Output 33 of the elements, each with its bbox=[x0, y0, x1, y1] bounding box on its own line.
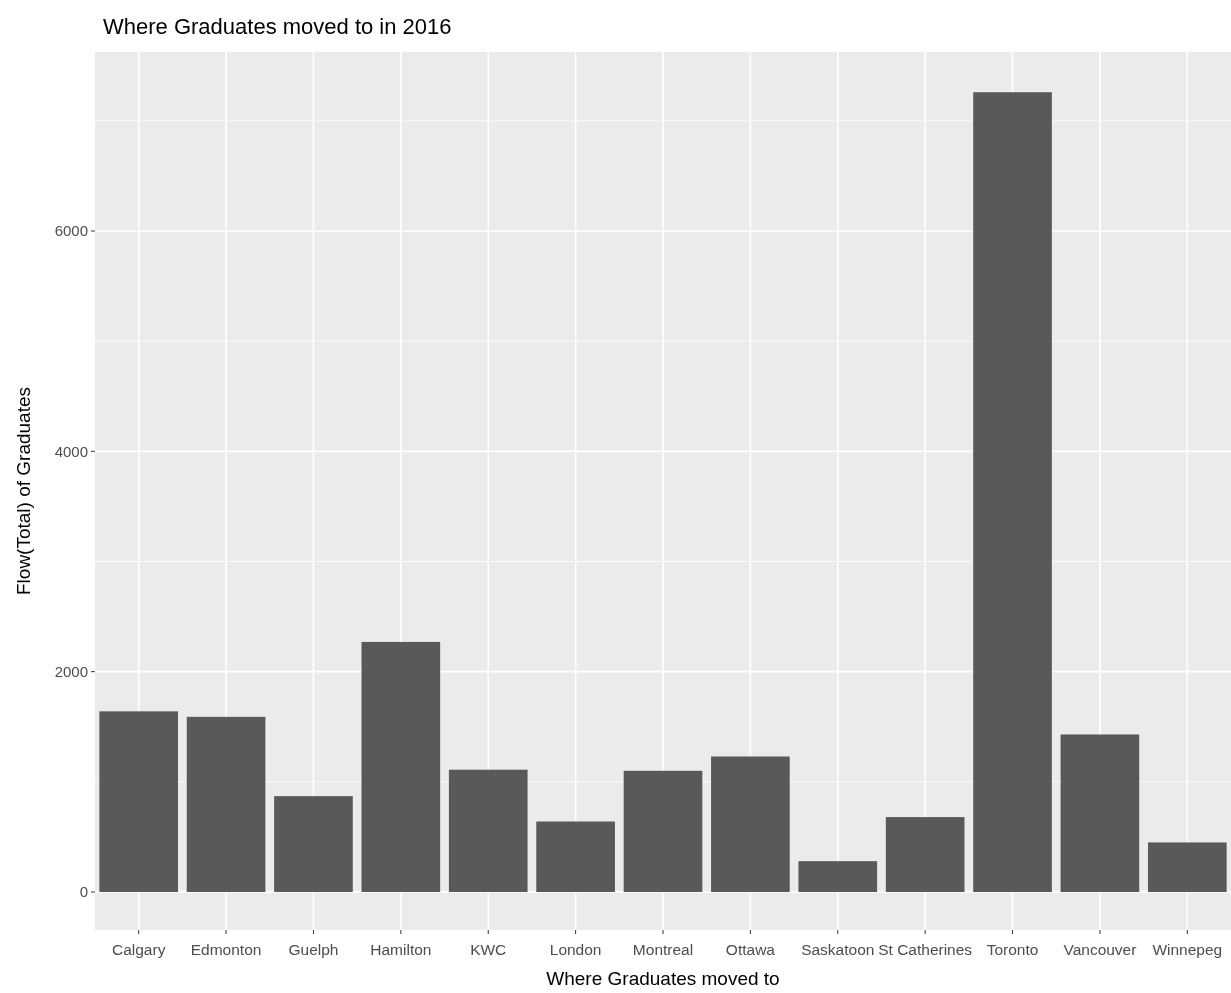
x-tick-label: Toronto bbox=[986, 941, 1039, 958]
x-tick-label: Vancouver bbox=[1063, 941, 1137, 958]
y-tick-label: 6000 bbox=[54, 222, 88, 240]
bar bbox=[798, 861, 878, 892]
bar bbox=[623, 770, 703, 892]
bar bbox=[536, 821, 615, 892]
y-tick-label: 0 bbox=[79, 883, 88, 901]
bar bbox=[885, 817, 965, 892]
x-tick-label: Calgary bbox=[111, 941, 166, 958]
chart-title: Where Graduates moved to in 2016 bbox=[103, 14, 452, 39]
bar bbox=[186, 716, 266, 892]
x-tick-label: Hamilton bbox=[370, 941, 432, 958]
x-tick-label: Winnepeg bbox=[1152, 941, 1223, 958]
x-axis-title: Where Graduates moved to bbox=[546, 968, 780, 989]
x-tick-label: KWC bbox=[470, 941, 507, 958]
x-tick-label: Guelph bbox=[288, 941, 339, 958]
x-tick-label: Edmonton bbox=[190, 941, 262, 958]
bar bbox=[1060, 734, 1140, 892]
y-axis-title: Flow(Total) of Graduates bbox=[13, 386, 34, 596]
bar bbox=[99, 711, 179, 892]
bar bbox=[711, 756, 790, 892]
y-tick-label: 2000 bbox=[54, 662, 88, 680]
x-tick-label: Ottawa bbox=[725, 941, 776, 958]
x-tick-label: Montreal bbox=[632, 941, 694, 958]
y-tick-label: 4000 bbox=[54, 442, 88, 460]
bar bbox=[361, 641, 441, 892]
bar bbox=[274, 796, 353, 892]
x-tick-label: London bbox=[549, 941, 602, 958]
bar bbox=[448, 769, 528, 892]
x-tick-label: Saskatoon bbox=[801, 941, 875, 958]
bar bbox=[973, 92, 1052, 892]
bar bbox=[1147, 842, 1227, 892]
x-tick-label: St Catherines bbox=[878, 941, 973, 958]
